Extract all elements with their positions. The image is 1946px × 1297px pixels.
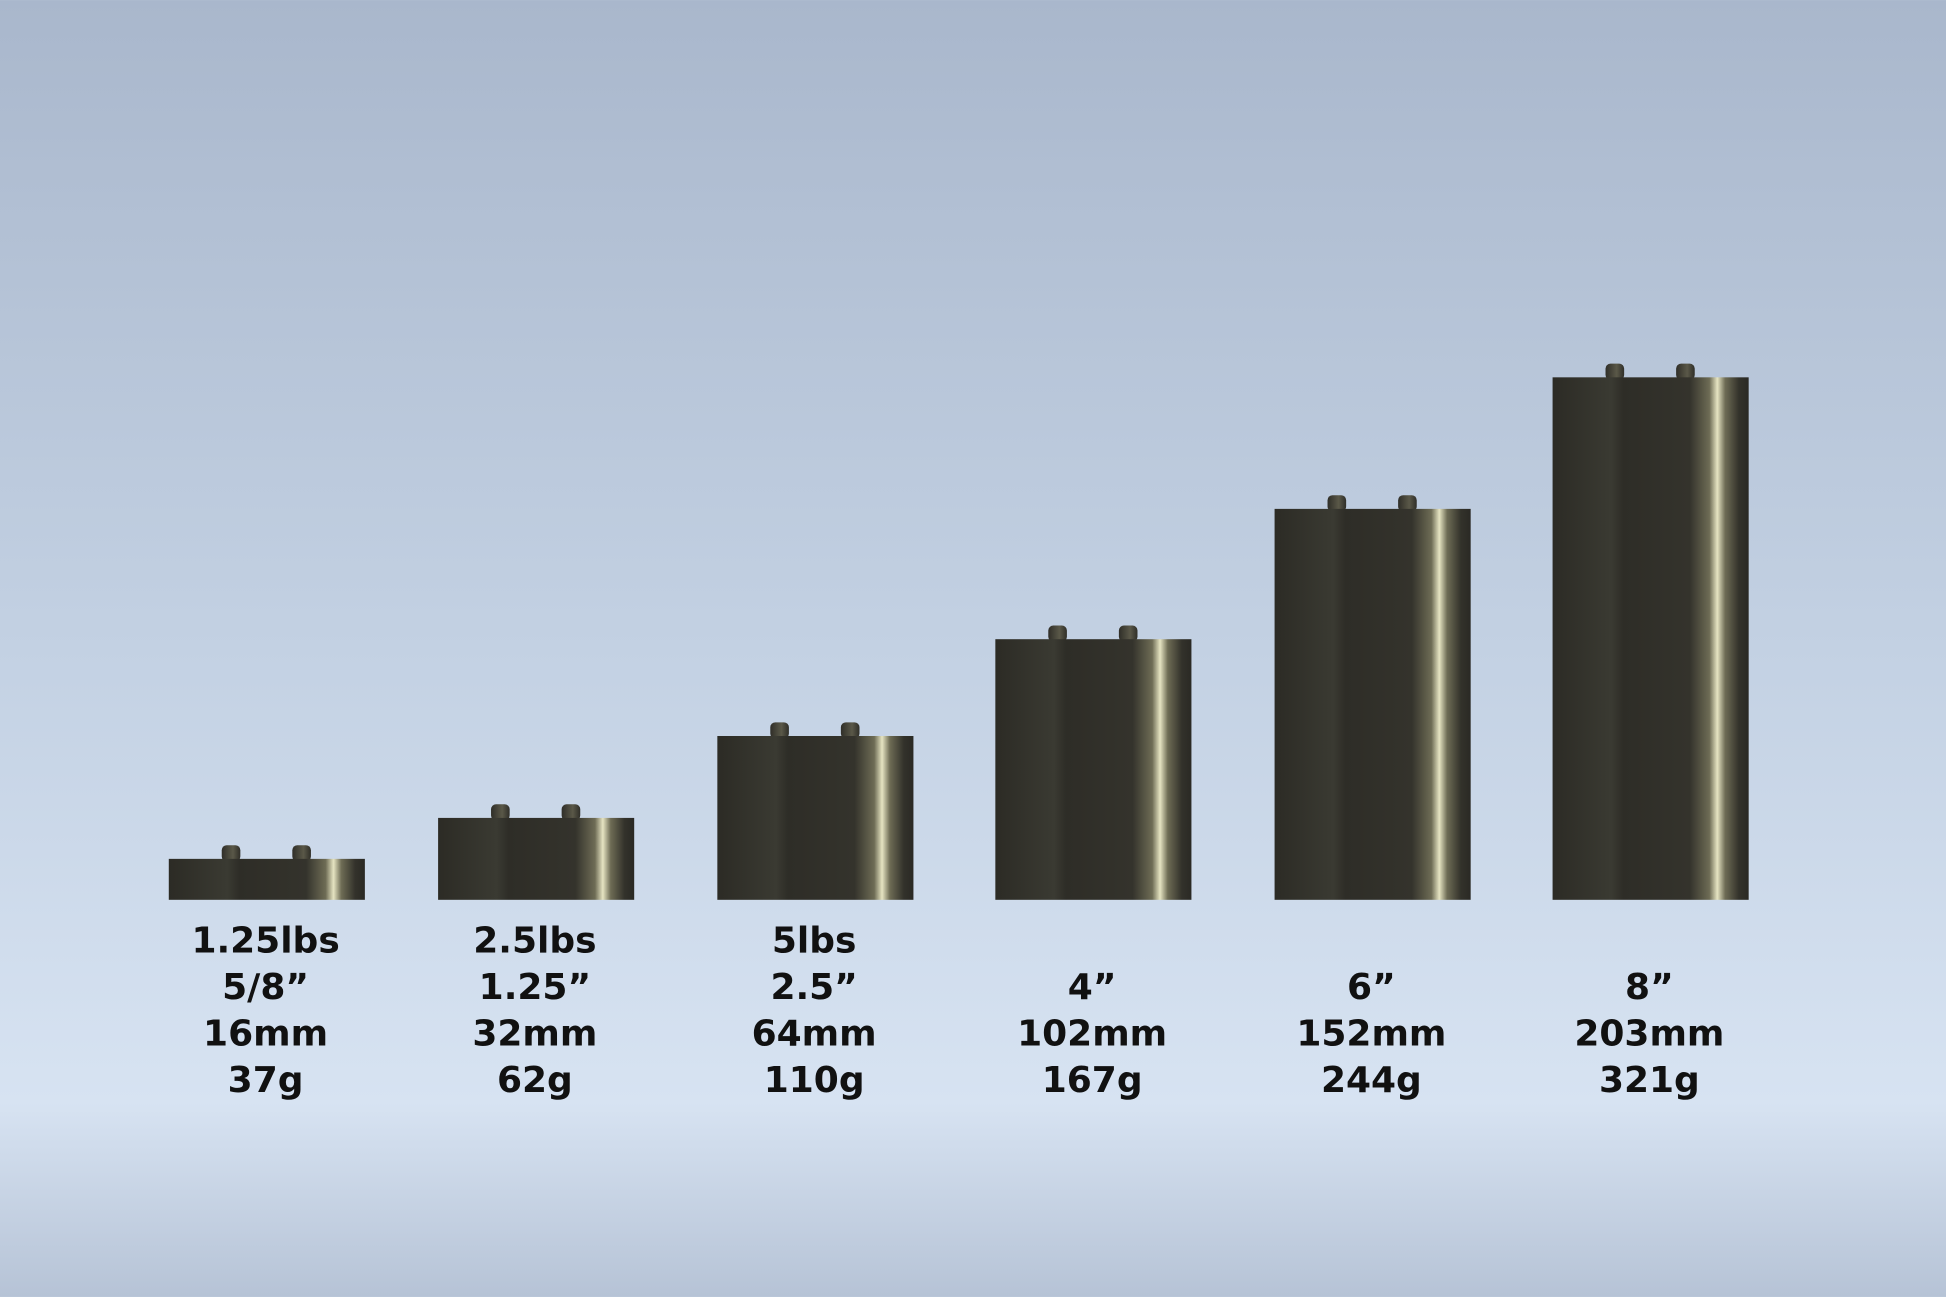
spec-line: 1.25” [479,967,591,1008]
block-body [995,639,1192,900]
block-nub [561,804,581,821]
spec-line: 2.5lbs [473,921,596,962]
spec-line: 6” [1347,967,1396,1008]
spec-line: 5lbs [772,921,857,962]
spec-line: 110g [764,1060,865,1101]
block-body [1274,508,1471,900]
block-nub [840,722,860,739]
block-nub [1118,625,1138,642]
block [1552,363,1749,900]
block-body [438,817,635,900]
block-nub [1048,625,1067,642]
block-nub [292,845,311,862]
blocks [168,363,1749,900]
block-body [168,858,365,900]
block [168,845,365,900]
spec-line: 62g [497,1060,573,1101]
block-nub [491,804,510,821]
block [717,722,914,900]
block-nub [1327,495,1347,512]
spec-line: 102mm [1017,1014,1167,1055]
spec-line: 37g [228,1060,304,1101]
spec-line: 167g [1042,1060,1143,1101]
block-nub [221,845,241,862]
block-nub [770,722,789,739]
spec-line: 5/8” [222,967,309,1008]
block [995,625,1192,900]
block-body [1552,377,1749,900]
block-nub [1398,495,1417,512]
spec-line: 321g [1599,1060,1700,1101]
spec-line: 64mm [752,1014,877,1055]
spec-line: 32mm [472,1014,597,1055]
spec-line: 244g [1321,1060,1422,1101]
block-nub [1676,363,1695,380]
spec-line: 1.25lbs [191,921,339,962]
spec-line: 8” [1625,967,1674,1008]
block-body [717,735,914,900]
spec-line: 4” [1068,967,1117,1008]
block [1274,495,1471,900]
spec-line: 16mm [203,1014,328,1055]
spec-line: 152mm [1296,1014,1446,1055]
block [438,804,635,900]
labels: 1.25lbs 5/8” 16mm 37g 2.5lbs 1.25” 32mm 62g 5lbs… [191,921,1724,1102]
spec-line: 203mm [1574,1014,1724,1055]
spec-line: 2.5” [770,967,857,1008]
block-nub [1605,363,1625,380]
